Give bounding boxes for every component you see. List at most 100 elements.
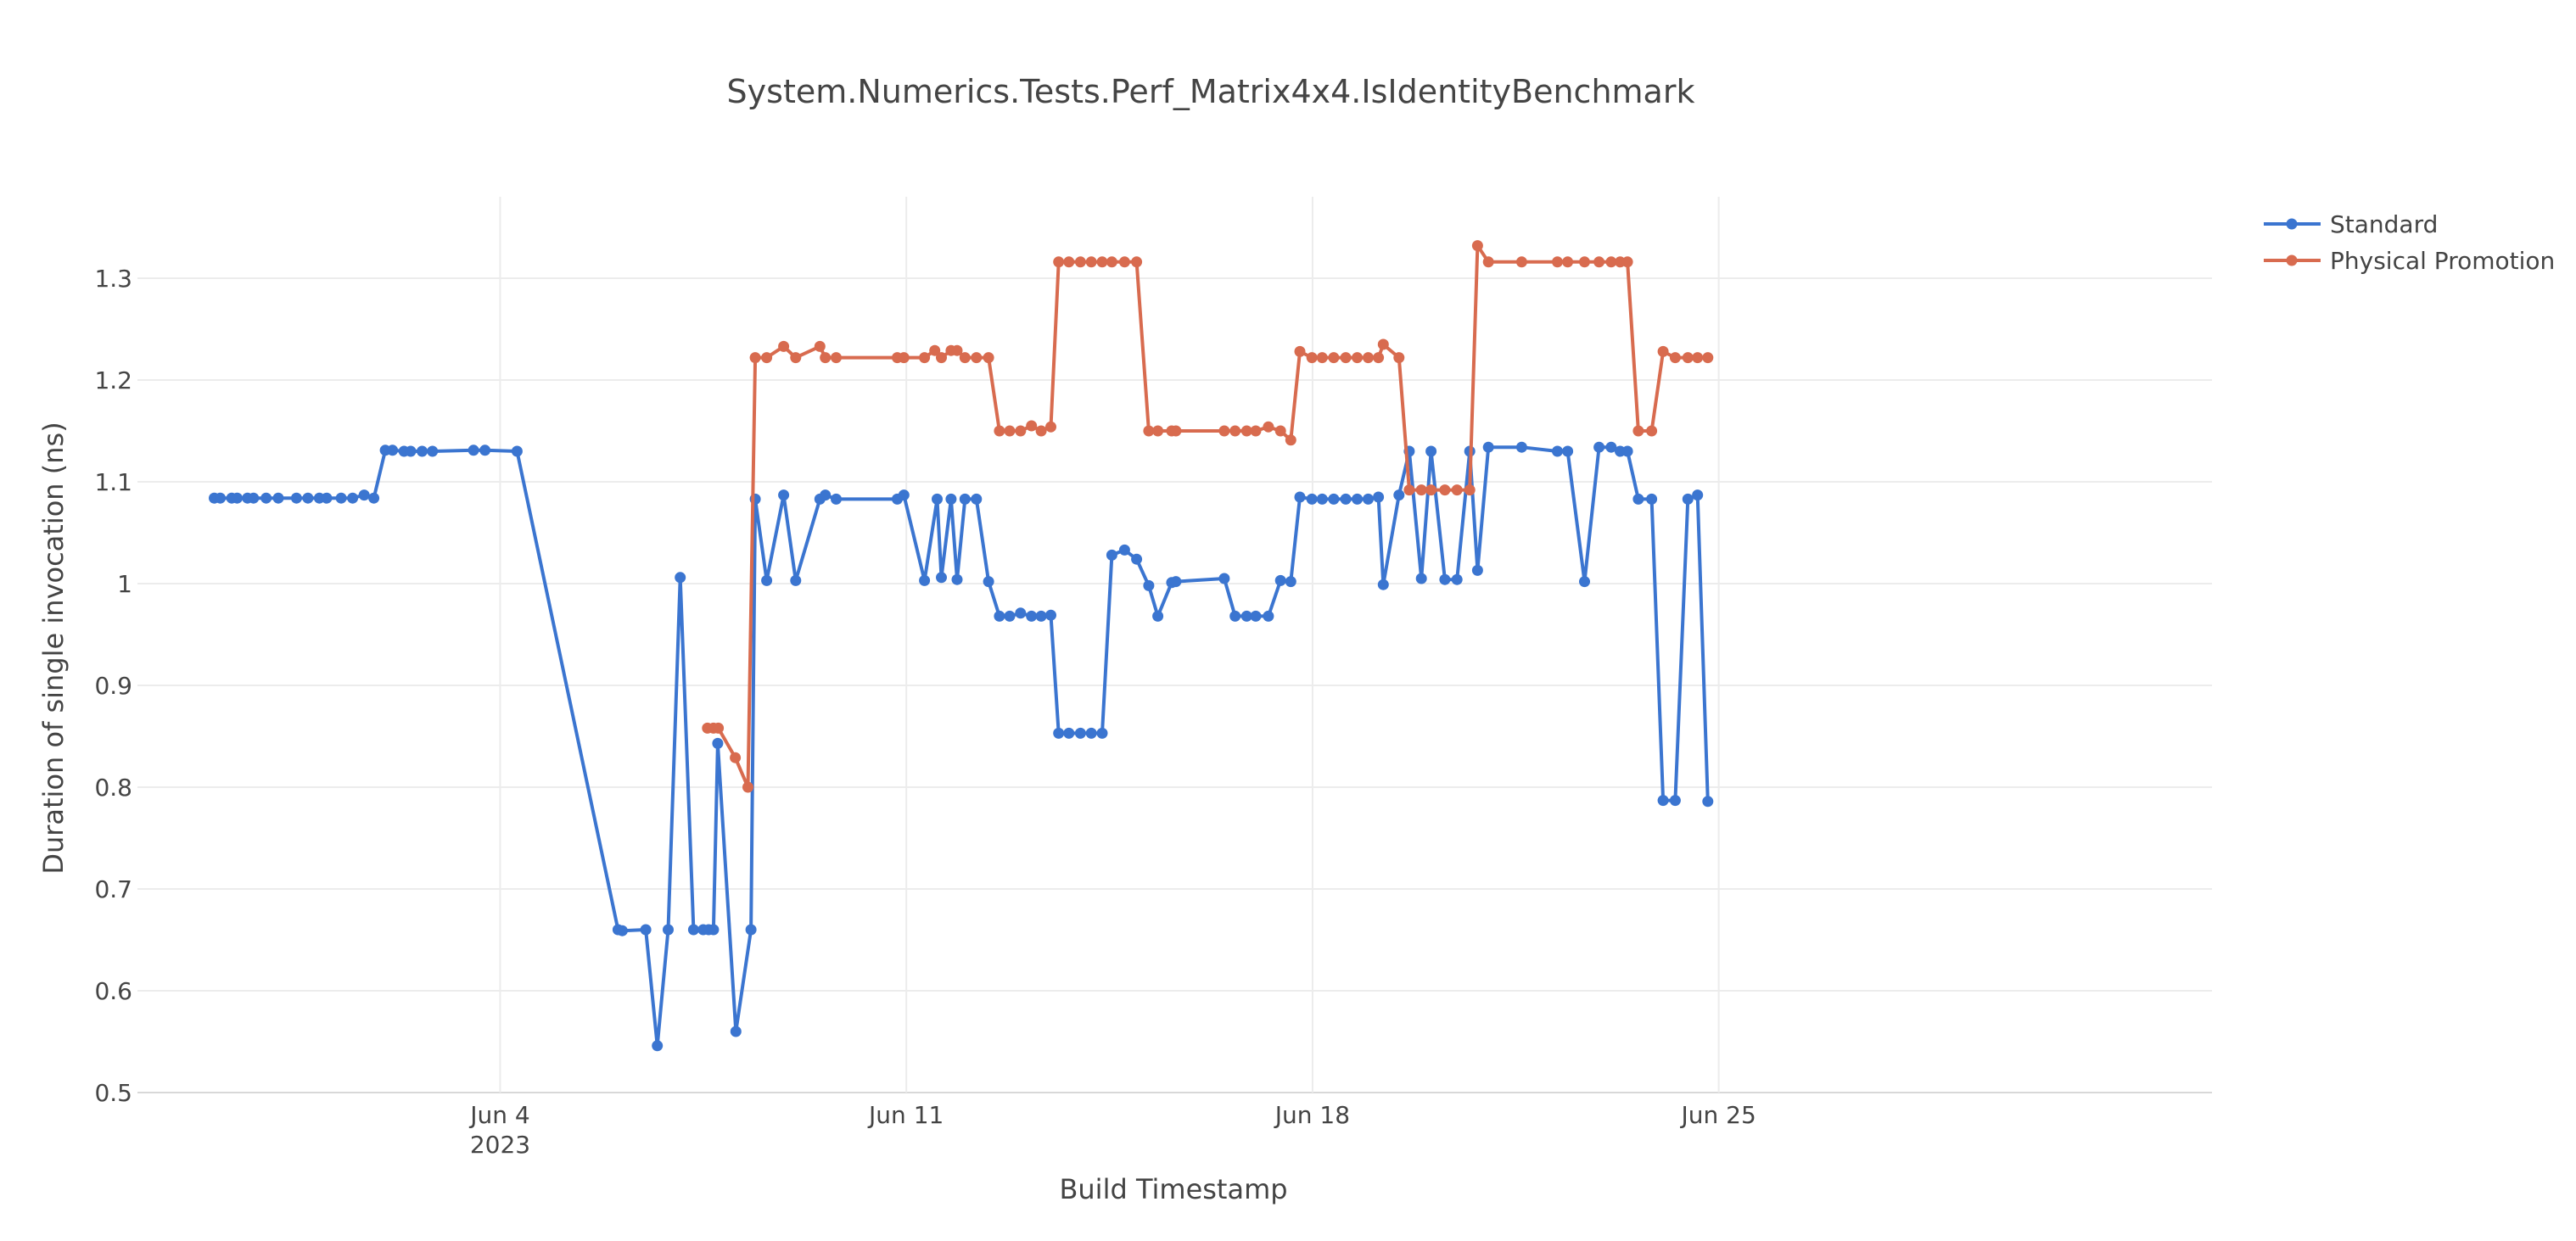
data-point[interactable] [820, 352, 832, 364]
data-point[interactable] [1015, 425, 1027, 437]
data-point[interactable] [511, 445, 523, 457]
data-point[interactable] [1377, 338, 1389, 350]
data-point[interactable] [1646, 425, 1658, 437]
data-point[interactable] [232, 492, 243, 504]
data-point[interactable] [1482, 441, 1494, 453]
data-point[interactable] [761, 574, 773, 586]
data-point[interactable] [929, 344, 941, 356]
data-point[interactable] [215, 492, 227, 504]
data-point[interactable] [1451, 484, 1463, 496]
data-point[interactable] [951, 344, 963, 356]
data-point[interactable] [1015, 607, 1027, 619]
data-point[interactable] [1702, 796, 1714, 808]
data-point[interactable] [983, 352, 994, 364]
data-point[interactable] [831, 352, 842, 364]
data-point[interactable] [820, 489, 832, 501]
data-point[interactable] [742, 781, 753, 793]
data-point[interactable] [1063, 256, 1075, 268]
data-point[interactable] [919, 352, 931, 364]
data-point[interactable] [1004, 610, 1016, 622]
data-point[interactable] [1035, 425, 1047, 437]
data-point[interactable] [1352, 352, 1364, 364]
data-point[interactable] [1096, 727, 1108, 739]
data-point[interactable] [1106, 549, 1117, 561]
data-point[interactable] [761, 352, 773, 364]
data-point[interactable] [831, 493, 842, 505]
data-point[interactable] [713, 722, 725, 734]
data-point[interactable] [1562, 256, 1574, 268]
data-point[interactable] [1026, 610, 1038, 622]
data-point[interactable] [1393, 489, 1405, 501]
data-point[interactable] [745, 924, 757, 936]
data-point[interactable] [1074, 256, 1086, 268]
data-point[interactable] [1218, 425, 1230, 437]
data-point[interactable] [1621, 256, 1633, 268]
data-point[interactable] [1274, 425, 1286, 437]
data-point[interactable] [1363, 493, 1374, 505]
data-point[interactable] [1250, 425, 1262, 437]
data-point[interactable] [1274, 574, 1286, 586]
data-point[interactable] [368, 492, 380, 504]
data-point[interactable] [1340, 493, 1352, 505]
data-point[interactable] [1482, 256, 1494, 268]
data-point[interactable] [358, 489, 370, 501]
data-point[interactable] [790, 574, 802, 586]
data-point[interactable] [951, 573, 963, 585]
data-point[interactable] [417, 445, 428, 457]
data-point[interactable] [936, 352, 947, 364]
data-point[interactable] [1085, 727, 1097, 739]
data-point[interactable] [1702, 352, 1714, 364]
data-point[interactable] [708, 924, 720, 936]
data-point[interactable] [468, 444, 479, 456]
data-point[interactable] [936, 572, 947, 584]
data-point[interactable] [1218, 573, 1230, 584]
series-physical-promotion[interactable] [702, 240, 1714, 793]
data-point[interactable] [1106, 256, 1117, 268]
data-point[interactable] [321, 492, 333, 504]
data-point[interactable] [1131, 256, 1143, 268]
data-point[interactable] [983, 576, 994, 588]
data-point[interactable] [1285, 434, 1296, 446]
data-point[interactable] [1669, 795, 1681, 807]
data-point[interactable] [1306, 352, 1318, 364]
data-point[interactable] [971, 352, 983, 364]
data-point[interactable] [1605, 441, 1617, 453]
legend-item[interactable]: Physical Promotion [2264, 247, 2555, 275]
data-point[interactable] [994, 610, 1005, 622]
data-point[interactable] [790, 352, 802, 364]
data-point[interactable] [1471, 564, 1483, 576]
data-point[interactable] [1393, 352, 1405, 364]
data-point[interactable] [1377, 579, 1389, 590]
data-point[interactable] [1294, 491, 1306, 503]
data-point[interactable] [1328, 352, 1340, 364]
data-point[interactable] [616, 925, 628, 936]
data-point[interactable] [730, 752, 742, 763]
data-point[interactable] [335, 492, 347, 504]
data-point[interactable] [1035, 610, 1047, 622]
legend-item[interactable]: Standard [2264, 210, 2438, 238]
data-point[interactable] [1053, 256, 1065, 268]
data-point[interactable] [1515, 256, 1527, 268]
data-point[interactable] [1250, 610, 1262, 622]
data-point[interactable] [971, 493, 983, 505]
data-point[interactable] [1605, 256, 1617, 268]
data-point[interactable] [730, 1026, 742, 1037]
data-point[interactable] [1593, 441, 1605, 453]
data-point[interactable] [1692, 489, 1704, 501]
data-point[interactable] [778, 489, 790, 501]
data-point[interactable] [959, 352, 971, 364]
data-point[interactable] [898, 489, 910, 501]
data-point[interactable] [814, 340, 826, 352]
data-point[interactable] [1415, 484, 1427, 496]
data-point[interactable] [1306, 493, 1318, 505]
data-point[interactable] [1657, 345, 1669, 357]
data-point[interactable] [1471, 240, 1483, 252]
data-point[interactable] [1170, 425, 1182, 437]
data-point[interactable] [1439, 573, 1451, 585]
data-point[interactable] [1632, 493, 1644, 505]
data-point[interactable] [1552, 256, 1563, 268]
data-point[interactable] [1692, 352, 1704, 364]
data-point[interactable] [290, 492, 302, 504]
data-point[interactable] [1562, 445, 1574, 457]
data-point[interactable] [1632, 425, 1644, 437]
